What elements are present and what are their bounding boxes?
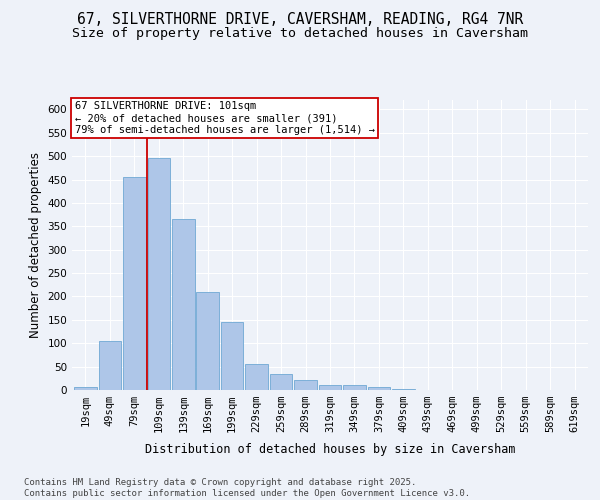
Bar	[368, 386, 390, 390]
Y-axis label: Number of detached properties: Number of detached properties	[29, 152, 42, 338]
Bar	[98, 341, 121, 390]
Bar	[74, 387, 97, 390]
Bar	[196, 292, 219, 390]
Bar	[245, 364, 268, 390]
Bar	[392, 389, 415, 390]
Text: Contains HM Land Registry data © Crown copyright and database right 2025.
Contai: Contains HM Land Registry data © Crown c…	[24, 478, 470, 498]
Bar	[221, 322, 244, 390]
Bar	[148, 158, 170, 390]
Bar	[270, 374, 292, 390]
Text: Size of property relative to detached houses in Caversham: Size of property relative to detached ho…	[72, 28, 528, 40]
Text: 67, SILVERTHORNE DRIVE, CAVERSHAM, READING, RG4 7NR: 67, SILVERTHORNE DRIVE, CAVERSHAM, READI…	[77, 12, 523, 28]
Text: Distribution of detached houses by size in Caversham: Distribution of detached houses by size …	[145, 442, 515, 456]
Bar	[343, 386, 366, 390]
Bar	[123, 177, 146, 390]
Text: 67 SILVERTHORNE DRIVE: 101sqm
← 20% of detached houses are smaller (391)
79% of : 67 SILVERTHORNE DRIVE: 101sqm ← 20% of d…	[74, 102, 374, 134]
Bar	[172, 220, 194, 390]
Bar	[319, 385, 341, 390]
Bar	[294, 380, 317, 390]
